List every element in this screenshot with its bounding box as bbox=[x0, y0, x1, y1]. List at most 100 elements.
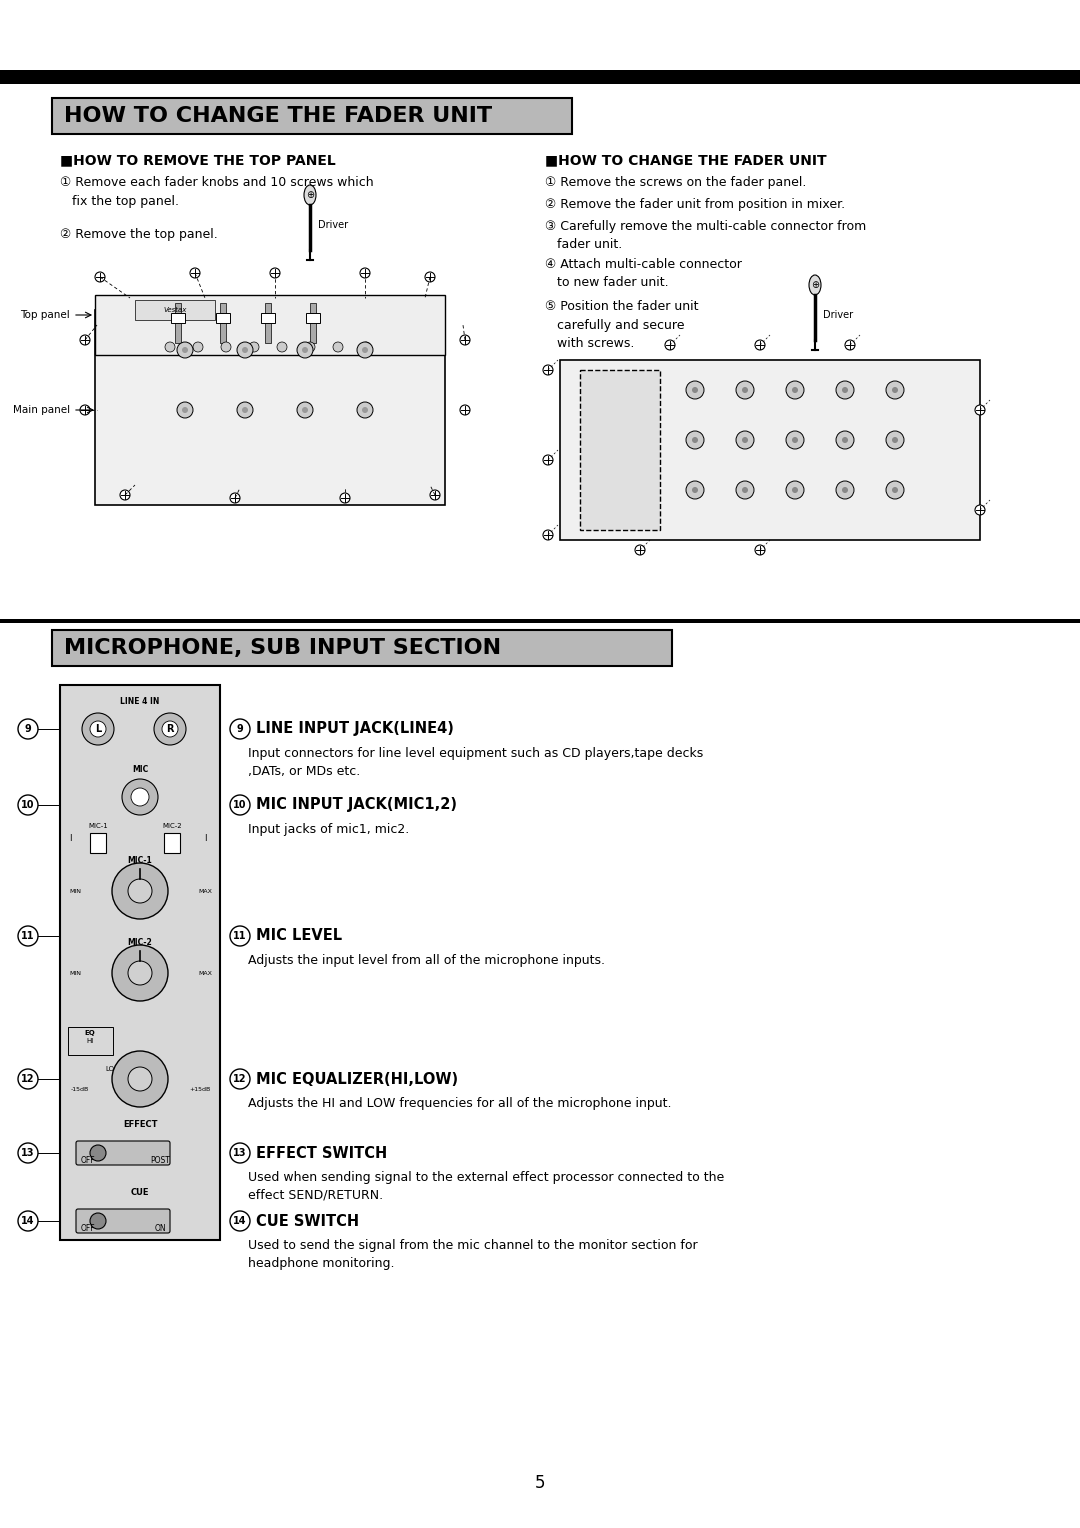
Circle shape bbox=[692, 487, 698, 494]
Circle shape bbox=[129, 1067, 152, 1091]
Circle shape bbox=[249, 342, 259, 351]
Circle shape bbox=[686, 481, 704, 500]
Bar bbox=[90, 833, 106, 853]
Circle shape bbox=[183, 347, 188, 353]
Circle shape bbox=[237, 402, 253, 419]
Text: 12: 12 bbox=[22, 1074, 35, 1083]
Text: MIC INPUT JACK(MIC1,2): MIC INPUT JACK(MIC1,2) bbox=[256, 798, 457, 813]
Text: -15dB: -15dB bbox=[71, 1086, 90, 1093]
Circle shape bbox=[230, 795, 249, 814]
Circle shape bbox=[845, 341, 855, 350]
Text: 9: 9 bbox=[237, 724, 243, 733]
Circle shape bbox=[692, 387, 698, 393]
Text: ① Remove each fader knobs and 10 screws which
   fix the top panel.: ① Remove each fader knobs and 10 screws … bbox=[60, 176, 374, 208]
Circle shape bbox=[360, 267, 370, 278]
Circle shape bbox=[18, 795, 38, 814]
Bar bbox=[135, 299, 215, 319]
Circle shape bbox=[221, 342, 231, 351]
Circle shape bbox=[193, 342, 203, 351]
Text: Top panel: Top panel bbox=[21, 310, 70, 319]
Circle shape bbox=[742, 437, 748, 443]
Circle shape bbox=[230, 1212, 249, 1232]
Text: ① Remove the screws on the fader panel.: ① Remove the screws on the fader panel. bbox=[545, 176, 807, 189]
Text: ⑤ Position the fader unit
   carefully and secure
   with screws.: ⑤ Position the fader unit carefully and … bbox=[545, 299, 699, 350]
Bar bbox=[95, 295, 445, 354]
Ellipse shape bbox=[809, 275, 821, 295]
Circle shape bbox=[18, 1212, 38, 1232]
Bar bbox=[0, 70, 1080, 84]
Text: ■HOW TO REMOVE THE TOP PANEL: ■HOW TO REMOVE THE TOP PANEL bbox=[60, 153, 336, 167]
Circle shape bbox=[177, 402, 193, 419]
Ellipse shape bbox=[303, 185, 316, 205]
Text: MICROPHONE, SUB INPUT SECTION: MICROPHONE, SUB INPUT SECTION bbox=[64, 639, 501, 659]
Text: 11: 11 bbox=[233, 931, 246, 941]
Bar bbox=[175, 303, 181, 342]
Circle shape bbox=[230, 1070, 249, 1089]
Circle shape bbox=[242, 347, 248, 353]
Circle shape bbox=[230, 1143, 249, 1163]
Text: LO: LO bbox=[105, 1067, 114, 1073]
Circle shape bbox=[230, 494, 240, 503]
Circle shape bbox=[82, 714, 114, 746]
Text: MIN: MIN bbox=[69, 889, 81, 894]
Text: Adjusts the HI and LOW frequencies for all of the microphone input.: Adjusts the HI and LOW frequencies for a… bbox=[248, 1097, 672, 1109]
Circle shape bbox=[276, 342, 287, 351]
Circle shape bbox=[162, 721, 178, 736]
Circle shape bbox=[122, 779, 158, 814]
Text: MAX: MAX bbox=[198, 970, 212, 976]
Circle shape bbox=[786, 380, 804, 399]
Circle shape bbox=[892, 487, 897, 494]
Circle shape bbox=[892, 387, 897, 393]
Circle shape bbox=[543, 530, 553, 539]
FancyBboxPatch shape bbox=[76, 1141, 170, 1164]
Text: MIC-2: MIC-2 bbox=[127, 938, 152, 947]
Circle shape bbox=[305, 342, 315, 351]
Circle shape bbox=[792, 387, 798, 393]
Text: 13: 13 bbox=[22, 1148, 35, 1158]
FancyBboxPatch shape bbox=[76, 1209, 170, 1233]
Text: ② Remove the fader unit from position in mixer.: ② Remove the fader unit from position in… bbox=[545, 199, 846, 211]
Circle shape bbox=[90, 1213, 106, 1229]
Bar bbox=[561, 361, 980, 539]
Circle shape bbox=[362, 406, 368, 413]
Circle shape bbox=[230, 720, 249, 740]
Text: Used when sending signal to the external effect processor connected to the
effec: Used when sending signal to the external… bbox=[248, 1170, 725, 1203]
Circle shape bbox=[357, 342, 373, 358]
Text: LINE INPUT JACK(LINE4): LINE INPUT JACK(LINE4) bbox=[256, 721, 454, 736]
Circle shape bbox=[842, 387, 848, 393]
Circle shape bbox=[886, 431, 904, 449]
Text: I: I bbox=[204, 834, 206, 843]
Circle shape bbox=[742, 487, 748, 494]
Bar bbox=[68, 1027, 113, 1054]
Circle shape bbox=[543, 365, 553, 374]
Circle shape bbox=[302, 406, 308, 413]
Circle shape bbox=[18, 926, 38, 946]
Circle shape bbox=[80, 405, 90, 416]
Circle shape bbox=[786, 481, 804, 500]
Text: Input jacks of mic1, mic2.: Input jacks of mic1, mic2. bbox=[248, 824, 409, 836]
Circle shape bbox=[18, 1070, 38, 1089]
Text: 12: 12 bbox=[233, 1074, 246, 1083]
Text: Adjusts the input level from all of the microphone inputs.: Adjusts the input level from all of the … bbox=[248, 953, 605, 967]
Circle shape bbox=[18, 720, 38, 740]
Text: ■HOW TO CHANGE THE FADER UNIT: ■HOW TO CHANGE THE FADER UNIT bbox=[545, 153, 826, 167]
Circle shape bbox=[112, 944, 168, 1001]
Circle shape bbox=[975, 405, 985, 416]
Text: MIC EQUALIZER(HI,LOW): MIC EQUALIZER(HI,LOW) bbox=[256, 1071, 458, 1086]
Circle shape bbox=[361, 342, 372, 351]
Circle shape bbox=[686, 431, 704, 449]
Text: Vestax: Vestax bbox=[163, 307, 187, 313]
Circle shape bbox=[112, 863, 168, 918]
Text: ON: ON bbox=[154, 1224, 166, 1233]
Circle shape bbox=[426, 272, 435, 283]
Bar bbox=[580, 370, 660, 530]
Text: ③ Carefully remove the multi-cable connector from
   fader unit.: ③ Carefully remove the multi-cable conne… bbox=[545, 220, 866, 252]
Bar bbox=[52, 630, 672, 666]
Text: CUE: CUE bbox=[131, 1187, 149, 1196]
Bar bbox=[0, 619, 1080, 623]
Text: Used to send the signal from the mic channel to the monitor section for
headphon: Used to send the signal from the mic cha… bbox=[248, 1239, 698, 1270]
Text: CUE SWITCH: CUE SWITCH bbox=[256, 1213, 360, 1229]
Circle shape bbox=[460, 335, 470, 345]
Circle shape bbox=[792, 437, 798, 443]
Circle shape bbox=[886, 481, 904, 500]
